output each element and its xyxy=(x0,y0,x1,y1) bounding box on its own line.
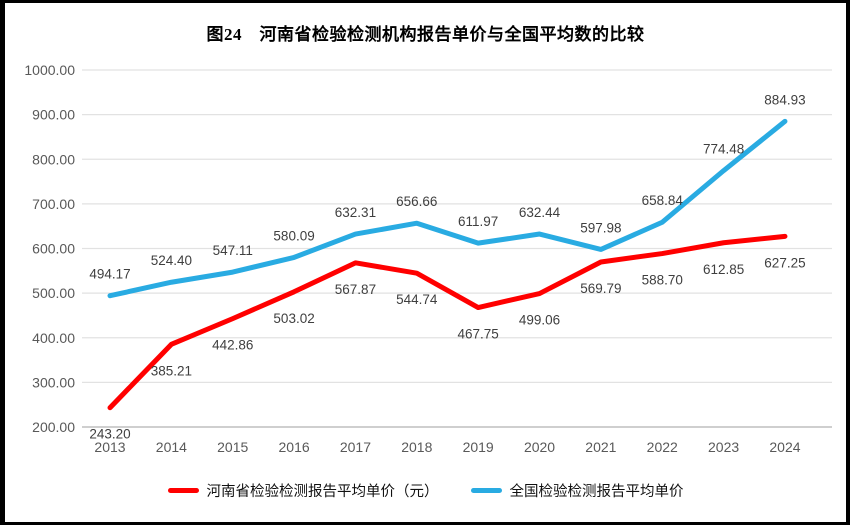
series-line-1 xyxy=(107,118,788,299)
y-tick-label: 300.00 xyxy=(32,374,75,390)
data-label: 597.98 xyxy=(580,220,621,235)
data-label: 494.17 xyxy=(89,267,130,282)
chart-frame: 图24 河南省检验检测机构报告单价与全国平均数的比较 200.00 300.00 4… xyxy=(5,3,846,522)
data-label: 499.06 xyxy=(519,313,560,328)
data-label: 467.75 xyxy=(458,327,499,342)
data-label: 580.09 xyxy=(273,228,314,243)
x-tick-label: 2018 xyxy=(401,439,432,455)
y-tick-label: 800.00 xyxy=(32,151,75,167)
data-label: 774.48 xyxy=(703,142,744,157)
x-tick-label: 2017 xyxy=(340,439,371,455)
series-lines-group xyxy=(107,118,788,411)
data-label: 632.44 xyxy=(519,205,561,220)
x-tick-label: 2023 xyxy=(708,439,739,455)
chart-title: 图24 河南省检验检测机构报告单价与全国平均数的比较 xyxy=(206,25,645,44)
x-axis-labels-group: 2013 2014 2015 2016 2017 2018 2019 2020 2021 2022… xyxy=(94,439,800,455)
series-line-0 xyxy=(107,233,788,411)
data-label: 385.21 xyxy=(151,363,192,378)
data-label: 588.70 xyxy=(642,273,683,288)
data-label: 503.02 xyxy=(273,311,314,326)
data-label: 612.85 xyxy=(703,262,744,277)
x-tick-label: 2021 xyxy=(585,439,616,455)
data-label: 656.66 xyxy=(396,194,437,209)
legend-line-swatch xyxy=(470,488,502,493)
x-tick-label: 2015 xyxy=(217,439,248,455)
y-tick-label: 500.00 xyxy=(32,285,75,301)
chart-svg: 200.00 300.00 400.00 500.00 600.00 700.00 800.… xyxy=(24,62,832,455)
x-tick-label: 2024 xyxy=(769,439,800,455)
y-tick-label: 400.00 xyxy=(32,330,75,346)
data-label: 567.87 xyxy=(335,282,376,297)
y-tick-label: 600.00 xyxy=(32,241,75,257)
y-tick-label: 200.00 xyxy=(32,419,75,435)
data-label: 524.40 xyxy=(151,253,192,268)
y-tick-label: 1000.00 xyxy=(24,62,75,78)
data-label: 569.79 xyxy=(580,281,621,296)
data-label: 442.86 xyxy=(212,338,253,353)
data-label: 658.84 xyxy=(642,193,684,208)
data-label: 884.93 xyxy=(764,92,805,107)
legend-item-0: 河南省检验检测报告平均单价（元） xyxy=(167,480,439,501)
legend-line-swatch xyxy=(167,488,199,493)
gridlines-group xyxy=(82,69,832,428)
y-axis-labels-group: 200.00 300.00 400.00 500.00 600.00 700.00 800.… xyxy=(24,62,75,435)
x-tick-label: 2022 xyxy=(647,439,678,455)
x-tick-label: 2019 xyxy=(463,439,494,455)
legend-item-1: 全国检验检测报告平均单价 xyxy=(470,480,684,501)
data-label: 632.31 xyxy=(335,205,376,220)
legend: 河南省检验检测报告平均单价（元） 全国检验检测报告平均单价 xyxy=(5,480,846,501)
data-label: 547.11 xyxy=(213,243,253,258)
x-tick-label: 2013 xyxy=(94,439,125,455)
x-tick-label: 2016 xyxy=(279,439,310,455)
data-label: 544.74 xyxy=(396,292,438,307)
x-tick-label: 2014 xyxy=(156,439,187,455)
legend-label: 全国检验检测报告平均单价 xyxy=(509,484,684,500)
y-tick-label: 900.00 xyxy=(32,107,75,123)
x-tick-label: 2020 xyxy=(524,439,555,455)
y-tick-label: 700.00 xyxy=(32,196,75,212)
data-label: 611.97 xyxy=(458,214,498,229)
data-label: 627.25 xyxy=(764,255,805,270)
data-labels-group: 243.20 385.21 442.86 503.02 567.87 544.74 467.… xyxy=(89,92,805,441)
legend-label: 河南省检验检测报告平均单价（元） xyxy=(206,484,439,500)
data-label: 243.20 xyxy=(89,427,130,442)
